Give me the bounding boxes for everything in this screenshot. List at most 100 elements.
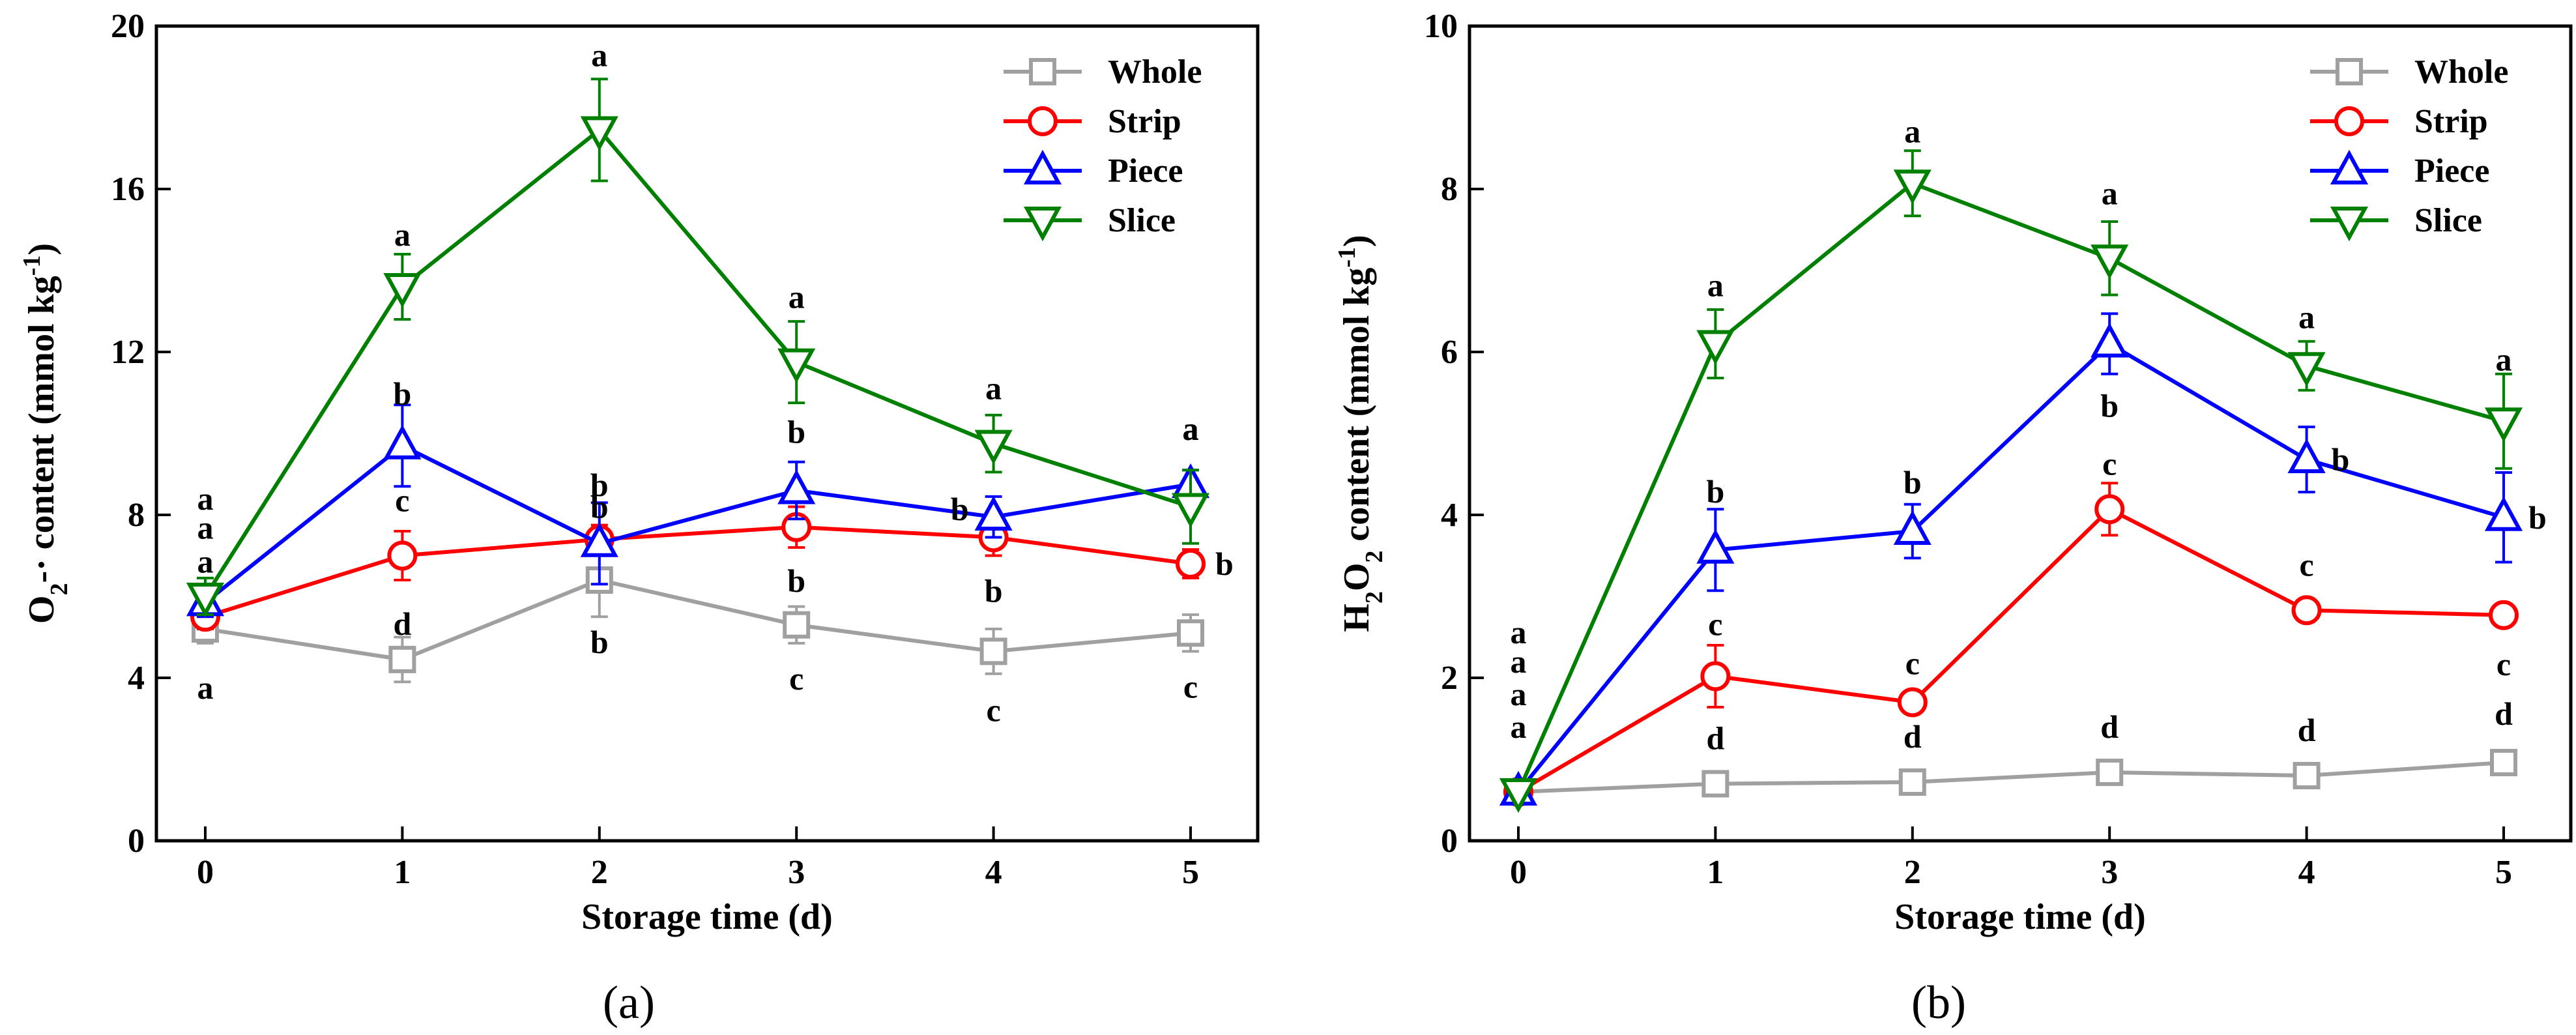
legend-label-strip: Strip [2414, 103, 2488, 140]
significance-letter-slice: a [197, 480, 214, 517]
significance-letter-slice: a [789, 279, 805, 315]
x-axis-title-a: Storage time (d) [581, 897, 833, 937]
significance-letter-slice: a [394, 216, 411, 253]
point-whole [2293, 762, 2321, 789]
significance-letter-piece: a [1183, 411, 1199, 447]
point-strip [1897, 687, 1928, 718]
point-whole [2490, 749, 2517, 776]
significance-letter-whole: c [789, 660, 803, 697]
series-line-strip [205, 525, 1191, 619]
series-line-slice [203, 127, 1191, 598]
significance-letter-slice: a [1904, 113, 1920, 149]
point-strip [387, 540, 418, 571]
point-whole [1898, 768, 1926, 796]
significance-letter-slice: a [591, 36, 607, 73]
y-tick-label: 8 [1441, 171, 1458, 208]
significance-letter-piece: b [590, 467, 609, 503]
series-slice [186, 78, 1210, 618]
significance-letter-whole: d [1903, 718, 1922, 755]
point-whole [388, 645, 416, 673]
point-slice [186, 583, 225, 618]
significance-letter-whole: d [2495, 695, 2513, 732]
legend-item-slice: Slice [1004, 202, 1176, 242]
x-tick-label: 0 [1510, 854, 1527, 891]
x-tick-label: 5 [2495, 854, 2512, 891]
significance-letter-whole: d [1706, 720, 1724, 757]
series-whole [1505, 749, 2517, 806]
plot-frame-b [1468, 24, 2573, 843]
significance-letter-piece: b [951, 491, 969, 527]
significance-letter-strip: a [1511, 643, 1527, 680]
significance-letter-slice: a [2102, 175, 2118, 211]
y-tick-label: 0 [128, 823, 145, 860]
point-whole [783, 611, 811, 639]
x-tick-label: 1 [1707, 854, 1724, 891]
y-tick-label: 10 [1424, 8, 1458, 45]
y-axis-title-b: H2O2 content (mmol kg-1) [1333, 235, 1388, 632]
series-piece [186, 403, 1210, 619]
y-tick-label: 8 [128, 497, 145, 534]
significance-letter-strip: b [787, 562, 805, 599]
legend-marker-whole [2336, 58, 2363, 85]
point-slice [1893, 169, 1932, 205]
series-piece [1499, 312, 2523, 806]
point-slice [1499, 778, 1538, 813]
significance-letter-slice: a [2496, 341, 2512, 377]
significance-letter-whole: a [197, 669, 214, 706]
x-tick-label: 0 [197, 854, 214, 891]
significance-letter-slice: a [1707, 267, 1724, 304]
point-piece [383, 424, 422, 459]
legend-item-strip: Strip [1004, 103, 1181, 140]
series-line-slice [1516, 181, 2504, 793]
significance-letter-piece: a [1511, 676, 1527, 712]
legend-item-whole: Whole [2310, 53, 2508, 91]
significance-letter-strip: c [395, 482, 409, 519]
point-whole [2096, 759, 2124, 786]
point-piece [1893, 510, 1932, 545]
y-tick-label: 4 [128, 660, 145, 697]
y-axis-title-a: O2-· content (mmol kg-1) [18, 243, 73, 624]
series-line-whole [205, 577, 1191, 662]
legend-label-whole: Whole [1108, 53, 1202, 91]
significance-letter-strip: c [1708, 606, 1722, 643]
point-strip [1176, 549, 1206, 579]
point-whole [1701, 770, 1729, 798]
significance-letter-strip: c [2496, 646, 2511, 682]
legend-label-piece: Piece [1108, 153, 1183, 190]
significance-letter-piece: b [1706, 473, 1724, 510]
point-slice [2287, 352, 2326, 387]
x-axis-title-b: Storage time (d) [1894, 897, 2146, 937]
series-line-piece [204, 443, 1191, 604]
legend-marker-strip [2334, 106, 2364, 136]
legend-marker-strip [1028, 106, 1058, 136]
significance-letter-strip: b [985, 572, 1003, 609]
significance-letter-whole: d [2100, 708, 2119, 745]
significance-letter-slice: a [1511, 708, 1527, 745]
legend-item-strip: Strip [2310, 103, 2488, 140]
point-slice [2484, 407, 2523, 443]
significance-letter-whole: a [1511, 614, 1527, 650]
significance-letter-strip: b [590, 489, 609, 525]
point-piece [777, 469, 816, 504]
legend-item-piece: Piece [1004, 149, 1183, 190]
x-tick-label: 3 [788, 854, 805, 891]
legend-a: Whole Strip Piece Slice [1004, 53, 1202, 242]
significance-letter-slice: a [2298, 299, 2315, 335]
x-tick-label: 2 [1904, 854, 1921, 891]
legend-label-piece: Piece [2414, 153, 2489, 190]
point-slice [974, 430, 1013, 465]
legend-marker-slice [1023, 207, 1062, 242]
legend-marker-piece [2330, 149, 2369, 184]
legend-label-whole: Whole [2414, 53, 2508, 91]
legend-item-whole: Whole [1004, 53, 1202, 91]
panel-label-b: (b) [1911, 976, 1966, 1028]
series-line-strip [1517, 506, 2504, 794]
point-whole [979, 637, 1007, 665]
legend-marker-piece [1023, 149, 1062, 184]
legend-label-slice: Slice [1108, 202, 1176, 239]
legend-label-strip: Strip [1108, 103, 1181, 140]
series-slice [1499, 149, 2523, 813]
x-tick-label: 3 [2101, 854, 2118, 891]
